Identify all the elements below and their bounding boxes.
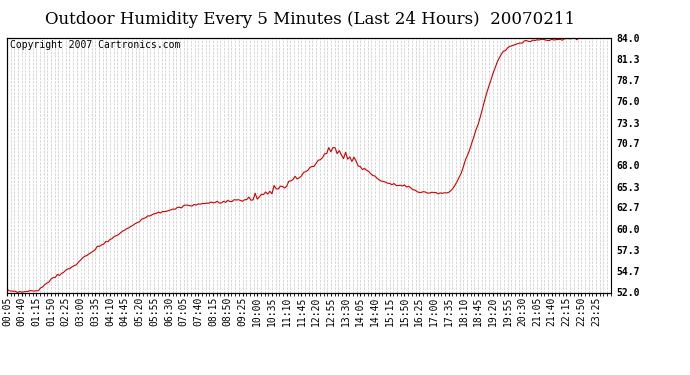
Text: Outdoor Humidity Every 5 Minutes (Last 24 Hours)  20070211: Outdoor Humidity Every 5 Minutes (Last 2… bbox=[46, 11, 575, 28]
Text: Copyright 2007 Cartronics.com: Copyright 2007 Cartronics.com bbox=[10, 40, 180, 50]
